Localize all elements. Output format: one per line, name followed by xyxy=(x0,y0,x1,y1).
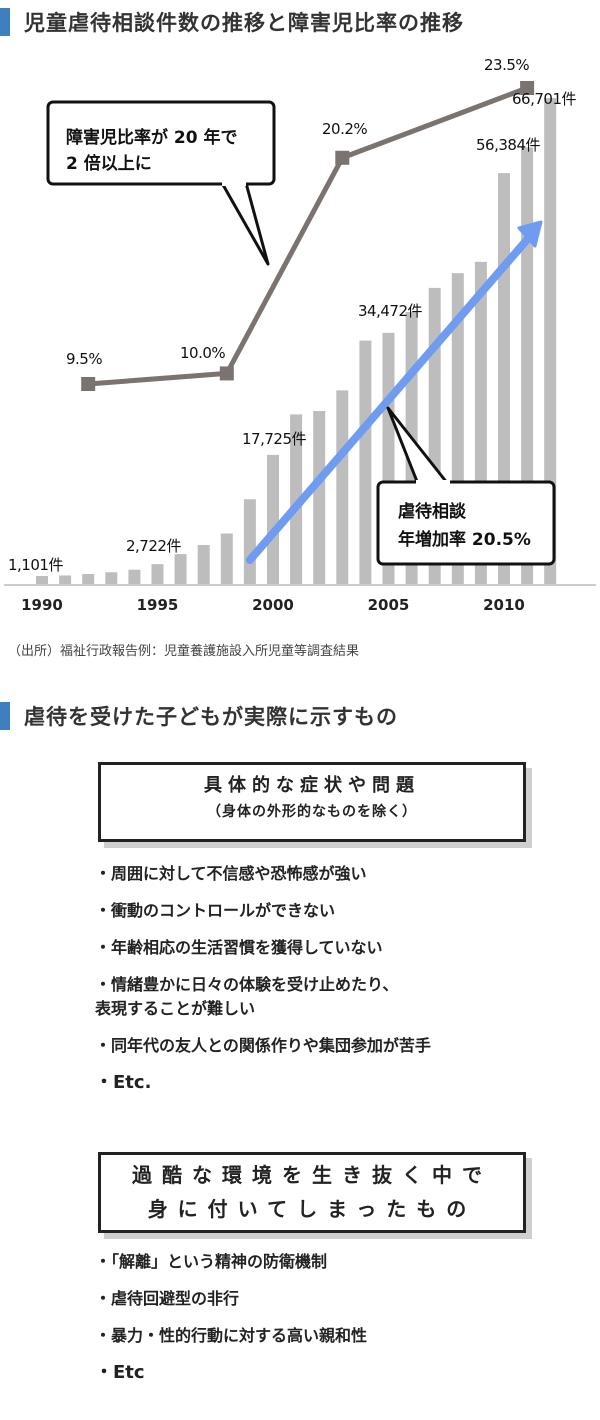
acquired-list: 「解離」という精神の防衛機制虐待回避型の非行暴力・性的行動に対する高い親和性 Et… xyxy=(95,1250,565,1398)
ratio-line xyxy=(88,85,528,387)
callout2-tail xyxy=(386,406,450,485)
ratio-marker-2011 xyxy=(520,81,535,95)
ratio-label-1992: 9.5% xyxy=(66,350,102,368)
ratio-label-1998: 10.0% xyxy=(180,344,225,362)
ratio-line-group xyxy=(81,81,535,391)
ratio-marker-2003 xyxy=(335,150,350,165)
bar-1993 xyxy=(105,572,118,584)
bar-1991 xyxy=(59,575,72,584)
x-tick-label: 2010 xyxy=(483,596,525,614)
bar-2004 xyxy=(359,340,372,584)
symptom-item: 年齢相応の生活習慣を獲得していない xyxy=(95,936,565,960)
bar-label-2012: 66,701件 xyxy=(512,90,576,108)
callout2-line1: 虐待相談 xyxy=(398,501,467,522)
symptoms-box: 具体的な症状や問題 （身体の外形的なものを除く） xyxy=(98,762,526,842)
ratio-marker-1998 xyxy=(219,366,234,381)
symptoms-box-subtitle: （身体の外形的なものを除く） xyxy=(207,804,417,820)
bar-label-1995: 2,722件 xyxy=(126,537,181,555)
bar-2001 xyxy=(290,414,303,584)
bar-1995 xyxy=(151,564,164,584)
heading-marker xyxy=(0,702,10,730)
x-tick-label: 1990 xyxy=(21,596,63,614)
ratio-label-2003: 20.2% xyxy=(322,120,367,138)
ratio-marker-1992 xyxy=(81,377,96,391)
bar-2000 xyxy=(267,454,279,584)
heading-marker xyxy=(0,8,10,36)
trend-arrow-head xyxy=(517,220,543,248)
symptom-item: 衝動のコントロールができない xyxy=(95,899,565,923)
bar-label-2000: 17,725件 xyxy=(242,430,306,448)
section2-title: 虐待を受けた子どもが実際に示すもの xyxy=(24,705,398,729)
data-labels-group: 1,101件 2,722件 17,725件 34,472件 56,384件 66,701件… xyxy=(8,56,577,574)
bar-2002 xyxy=(313,411,326,584)
callout2-tail-join xyxy=(416,480,450,486)
trend-arrow-group xyxy=(245,220,543,564)
section1-title: 児童虐待相談件数の推移と障害児比率の推移 xyxy=(24,11,464,35)
callout1-line2: 2 倍以上に xyxy=(66,153,152,174)
x-axis: 1990 1995 2000 2005 2010 xyxy=(4,584,596,614)
section1-heading: 児童虐待相談件数の推移と障害児比率の推移 xyxy=(0,4,464,40)
x-tick-label: 1995 xyxy=(137,596,179,614)
bar-1992 xyxy=(82,574,95,584)
callout1-tail-join xyxy=(222,180,246,186)
section2-heading: 虐待を受けた子どもが実際に示すもの xyxy=(0,698,398,734)
trend-arrow-shaft xyxy=(245,230,536,564)
callout2-line2: 年増加率 20.5% xyxy=(398,529,531,550)
bar-2003 xyxy=(336,390,349,584)
bar-label-2005: 34,472件 xyxy=(358,302,422,320)
symptom-item: Etc. xyxy=(95,1071,565,1095)
acquired-item: 暴力・性的行動に対する高い親和性 xyxy=(95,1324,565,1348)
x-tick-label: 2005 xyxy=(368,596,410,614)
bar-1996 xyxy=(174,554,187,584)
symptom-item: 同年代の友人との関係作りや集団参加が苦手 xyxy=(95,1034,565,1058)
bar-1990 xyxy=(36,575,48,584)
bar-2012 xyxy=(544,98,557,584)
abuse-chart: 1990 1995 2000 2005 2010 障害児比率が 20 年で 2 倍以上に虐… xyxy=(4,56,596,614)
symptom-item: 情緒豊かに日々の体験を受け止めたり、 表現することが難しい xyxy=(95,973,565,1021)
acquired-box: 過酷な環境を生き抜く中で 身に付いてしまったもの xyxy=(98,1152,526,1233)
acquired-item: 虐待回避型の非行 xyxy=(95,1287,565,1311)
source-note: （出所）福祉行政報告例：児童養護施設入所児童等調査結果 xyxy=(8,644,360,659)
callout1-line1: 障害児比率が 20 年で xyxy=(66,127,238,148)
bar-1998 xyxy=(220,533,233,584)
bar-2011 xyxy=(521,147,534,584)
callout2-box xyxy=(376,480,556,566)
x-tick-label: 2000 xyxy=(252,596,294,614)
bar-label-2010: 56,384件 xyxy=(476,136,540,154)
bar-1994 xyxy=(128,569,141,584)
ratio-label-2011: 23.5% xyxy=(484,56,529,74)
acquired-item: 「解離」という精神の防衛機制 xyxy=(95,1250,565,1274)
callout1-box xyxy=(46,100,276,186)
bar-label-1990: 1,101件 xyxy=(8,556,63,574)
symptom-item: 周囲に対して不信感や恐怖感が強い xyxy=(95,862,565,886)
bar-1997 xyxy=(197,545,210,584)
symptoms-box-title: 具体的な症状や問題 xyxy=(204,775,420,796)
acquired-box-line1: 過酷な環境を生き抜く中で xyxy=(132,1163,492,1187)
symptoms-list: 周囲に対して不信感や恐怖感が強い衝動のコントロールができない年齢相応の生活習慣を… xyxy=(95,862,565,1108)
acquired-box-line2: 身に付いてしまったもの xyxy=(147,1197,477,1221)
callout1-tail xyxy=(220,182,270,266)
bar-1999 xyxy=(243,499,256,584)
acquired-item: Etc xyxy=(95,1361,565,1385)
